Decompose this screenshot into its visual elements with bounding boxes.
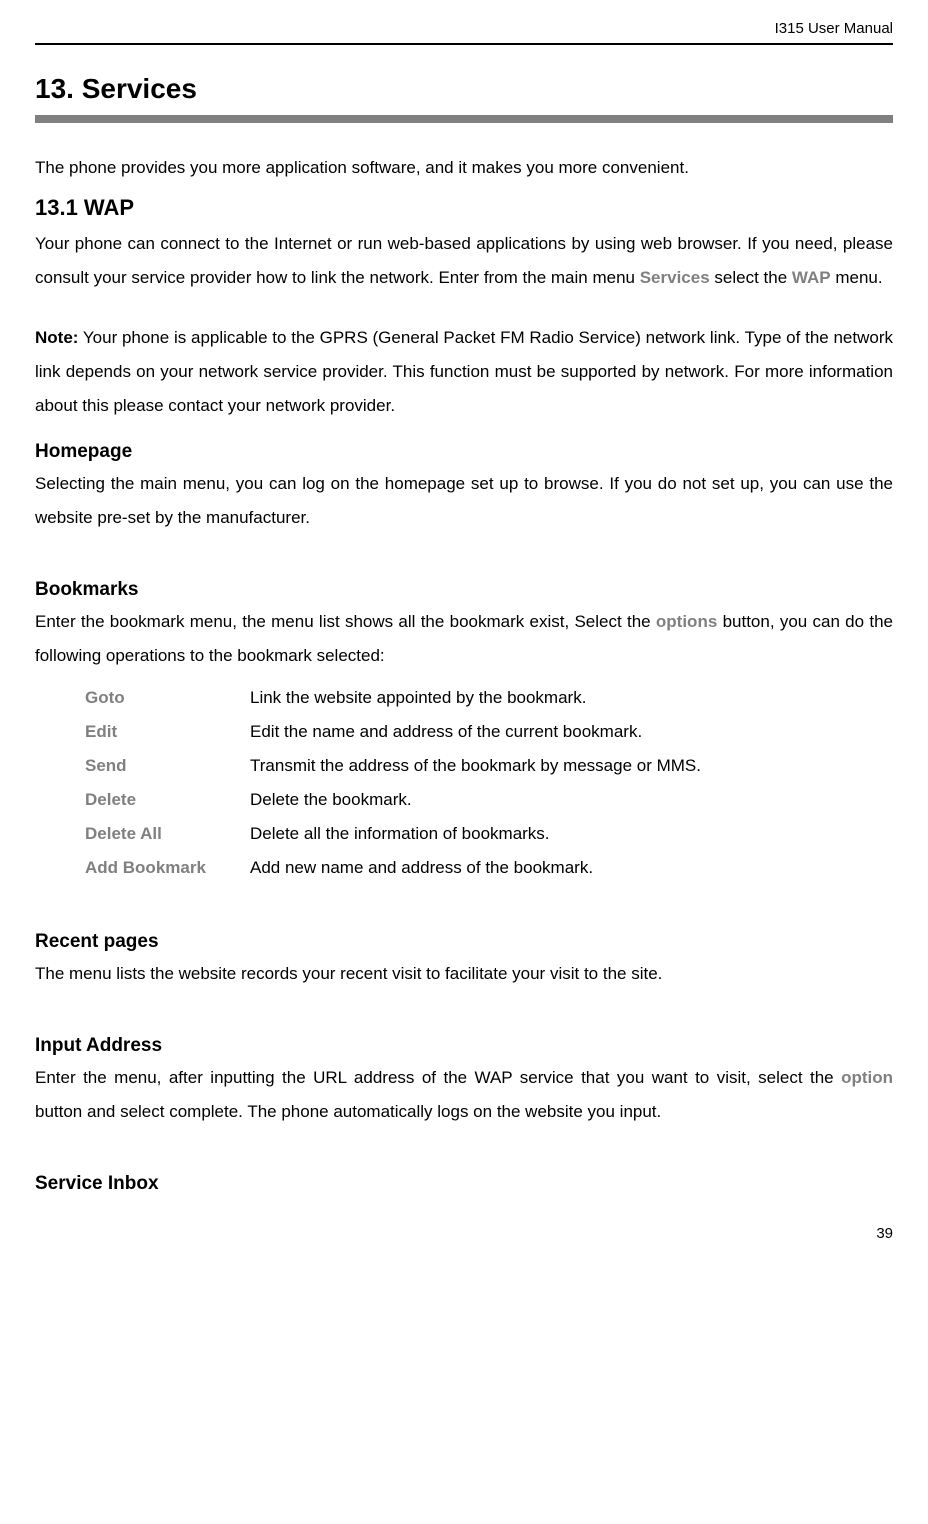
option-ref: option [841, 1068, 893, 1087]
bookmarks-paragraph: Enter the bookmark menu, the menu list s… [35, 605, 893, 673]
note-text: Your phone is applicable to the GPRS (Ge… [35, 328, 893, 415]
wap-paragraph-1: Your phone can connect to the Internet o… [35, 227, 893, 295]
option-desc: Edit the name and address of the current… [250, 715, 893, 749]
option-row: Add Bookmark Add new name and address of… [85, 851, 893, 885]
option-row: Edit Edit the name and address of the cu… [85, 715, 893, 749]
option-row: Delete All Delete all the information of… [85, 817, 893, 851]
subsection-heading-homepage: Homepage [35, 441, 893, 463]
option-desc: Link the website appointed by the bookma… [250, 681, 893, 715]
option-term: Goto [85, 681, 250, 715]
chapter-number: 13. [35, 73, 74, 104]
input-paragraph: Enter the menu, after inputting the URL … [35, 1061, 893, 1129]
spacer [35, 895, 893, 913]
menu-ref-wap: WAP [792, 268, 831, 287]
spacer [35, 1137, 893, 1155]
bookmarks-text-a: Enter the bookmark menu, the menu list s… [35, 612, 656, 631]
option-term: Add Bookmark [85, 851, 250, 885]
option-term: Edit [85, 715, 250, 749]
menu-ref-services: Services [640, 268, 710, 287]
wap-text-b: select the [710, 268, 792, 287]
recent-text: The menu lists the website records your … [35, 957, 893, 991]
intro-text: The phone provides you more application … [35, 151, 893, 185]
option-row: Goto Link the website appointed by the b… [85, 681, 893, 715]
spacer [35, 543, 893, 561]
option-term: Send [85, 749, 250, 783]
subsection-heading-service-inbox: Service Inbox [35, 1173, 893, 1195]
spacer [35, 303, 893, 321]
subsection-heading-input: Input Address [35, 1035, 893, 1057]
subsection-heading-recent: Recent pages [35, 931, 893, 953]
note-label: Note: [35, 328, 78, 347]
option-row: Delete Delete the bookmark. [85, 783, 893, 817]
section-heading-wap: 13.1 WAP [35, 195, 893, 221]
option-row: Send Transmit the address of the bookmar… [85, 749, 893, 783]
page-header: I315 User Manual [35, 20, 893, 45]
header-title: I315 User Manual [775, 20, 893, 37]
homepage-text: Selecting the main menu, you can log on … [35, 467, 893, 535]
option-desc: Delete all the information of bookmarks. [250, 817, 893, 851]
wap-text-c: menu. [831, 268, 883, 287]
input-text-b: button and select complete. The phone au… [35, 1102, 661, 1121]
input-text-a: Enter the menu, after inputting the URL … [35, 1068, 841, 1087]
page-number: 39 [35, 1225, 893, 1242]
wap-note: Note: Your phone is applicable to the GP… [35, 321, 893, 423]
subsection-heading-bookmarks: Bookmarks [35, 579, 893, 601]
option-desc: Delete the bookmark. [250, 783, 893, 817]
options-ref: options [656, 612, 717, 631]
option-term: Delete [85, 783, 250, 817]
bookmarks-options-table: Goto Link the website appointed by the b… [85, 681, 893, 885]
chapter-title: Services [82, 73, 197, 104]
option-term: Delete All [85, 817, 250, 851]
option-desc: Add new name and address of the bookmark… [250, 851, 893, 885]
chapter-heading: 13. Services [35, 73, 893, 105]
spacer [35, 999, 893, 1017]
manual-page: I315 User Manual 13. Services The phone … [0, 0, 928, 1262]
option-desc: Transmit the address of the bookmark by … [250, 749, 893, 783]
heading-underline [35, 115, 893, 123]
